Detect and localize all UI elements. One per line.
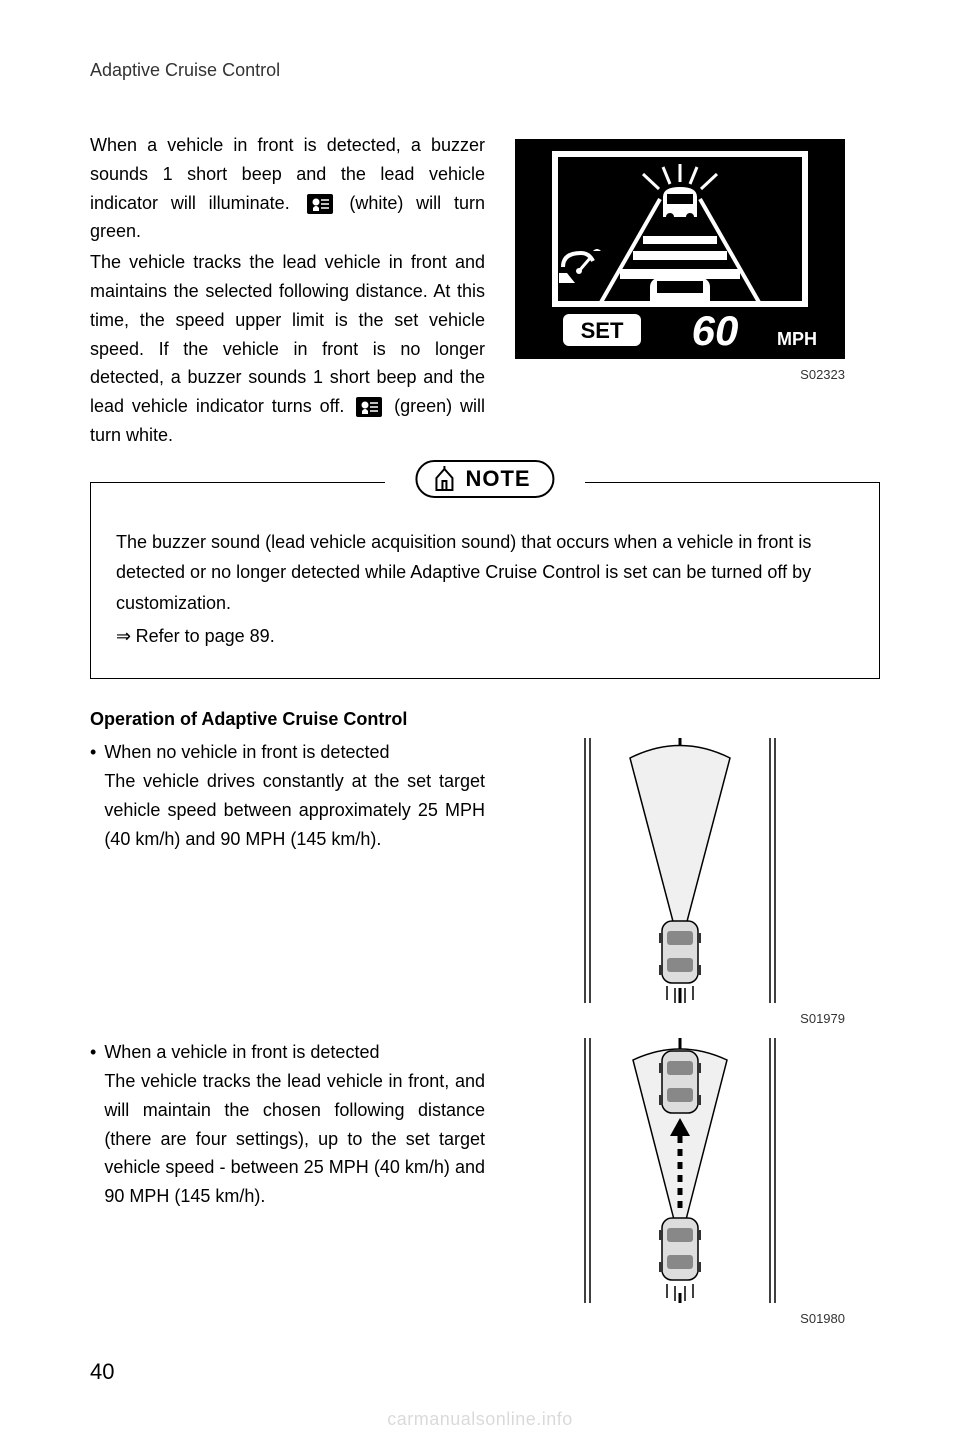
- page-number: 40: [90, 1359, 114, 1385]
- figure-id: S01979: [515, 1011, 845, 1026]
- note-content: The buzzer sound (lead vehicle acquisiti…: [116, 527, 854, 651]
- arrow-icon: ⇒: [116, 626, 136, 646]
- note-label: NOTE: [415, 460, 554, 498]
- svg-text:SET: SET: [581, 318, 624, 343]
- diagram-no-vehicle: [515, 738, 845, 1003]
- intro-p2a: The vehicle tracks the lead vehicle in f…: [90, 252, 485, 416]
- note-label-text: NOTE: [465, 466, 530, 492]
- svg-text:MPH: MPH: [777, 329, 817, 349]
- vehicle-indicator-icon: [307, 194, 333, 214]
- display-screenshot: SET 60 MPH: [515, 139, 845, 359]
- operation-item-2: • When a vehicle in front is detected Th…: [90, 1038, 880, 1326]
- page-content: Adaptive Cruise Control When a vehicle i…: [0, 0, 960, 1440]
- op1-bullet: When no vehicle in front is detected: [104, 742, 389, 762]
- operation-heading: Operation of Adaptive Cruise Control: [90, 709, 880, 730]
- operation-text-2: • When a vehicle in front is detected Th…: [90, 1038, 485, 1326]
- note-box: NOTE The buzzer sound (lead vehicle acqu…: [90, 482, 880, 679]
- pencil-house-icon: [433, 466, 455, 492]
- note-refer: Refer to page 89.: [136, 626, 275, 646]
- diagram-vehicle-detected: [515, 1038, 845, 1303]
- op1-text: The vehicle drives constantly at the set…: [104, 767, 485, 853]
- intro-text: When a vehicle in front is detected, a b…: [90, 131, 485, 452]
- note-text: The buzzer sound (lead vehicle acquisiti…: [116, 527, 854, 619]
- page-header: Adaptive Cruise Control: [90, 60, 880, 81]
- vehicle-indicator-icon: [356, 397, 382, 417]
- operation-text-1: • When no vehicle in front is detected T…: [90, 738, 485, 1026]
- bullet-icon: •: [90, 1038, 96, 1211]
- svg-text:60: 60: [692, 307, 739, 354]
- watermark-text: carmanualsonline.info: [387, 1409, 573, 1430]
- figure-2: S01979: [515, 738, 845, 1026]
- operation-item-1: • When no vehicle in front is detected T…: [90, 738, 880, 1026]
- figure-id: S02323: [515, 367, 845, 382]
- intro-section: When a vehicle in front is detected, a b…: [90, 131, 880, 452]
- figure-3: S01980: [515, 1038, 845, 1326]
- op2-text: The vehicle tracks the lead vehicle in f…: [104, 1067, 485, 1211]
- figure-id: S01980: [515, 1311, 845, 1326]
- display-figure: SET 60 MPH S02323: [515, 131, 845, 452]
- bullet-icon: •: [90, 738, 96, 853]
- op2-bullet: When a vehicle in front is detected: [104, 1042, 379, 1062]
